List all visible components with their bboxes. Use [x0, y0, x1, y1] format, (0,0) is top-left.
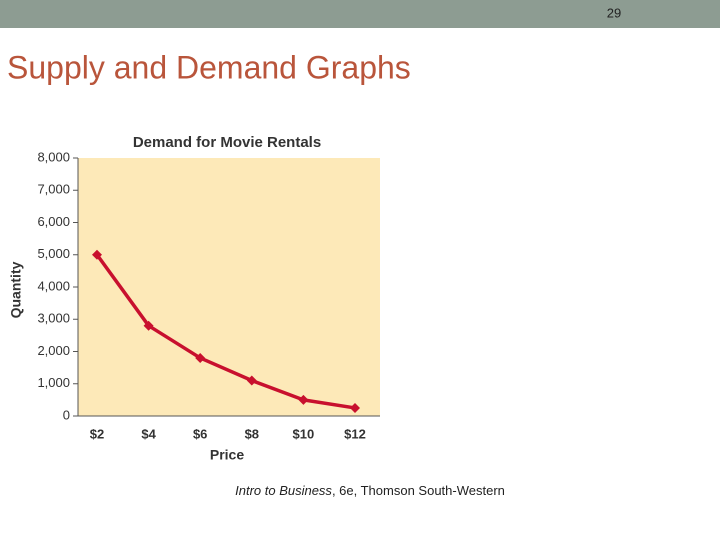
plot-area	[78, 158, 380, 416]
data-line	[95, 253, 356, 410]
top-bar	[0, 0, 720, 28]
data-point	[298, 394, 309, 405]
chart-title: Demand for Movie Rentals	[133, 134, 321, 151]
data-point	[195, 352, 206, 363]
y-tick-label: 3,000	[37, 311, 70, 326]
data-point	[143, 320, 154, 331]
y-tick-label: 2,000	[37, 343, 70, 358]
caption-rest: , 6e, Thomson South-Western	[332, 483, 505, 498]
y-tick-label: 4,000	[37, 278, 70, 293]
y-tick-label: 1,000	[37, 375, 70, 390]
x-tick-label: $8	[245, 426, 259, 441]
slide-title: Supply and Demand Graphs	[7, 49, 411, 85]
y-tick-label: 6,000	[37, 214, 70, 229]
y-tick-label: 8,000	[37, 149, 70, 164]
x-tick-label: $10	[293, 426, 315, 441]
data-point	[246, 375, 257, 386]
x-tick-label: $2	[90, 426, 104, 441]
data-point	[92, 249, 102, 260]
x-tick-label: $4	[141, 426, 156, 441]
x-axis-label: Price	[210, 447, 244, 463]
caption: Intro to Business, 6e, Thomson South-Wes…	[235, 483, 505, 498]
y-tick-label: 7,000	[37, 182, 70, 197]
caption-title: Intro to Business	[235, 483, 332, 498]
x-tick-label: $6	[193, 426, 207, 441]
data-point	[350, 402, 360, 413]
slide-number: 29	[607, 5, 621, 20]
x-tick-label: $12	[344, 426, 366, 441]
y-tick-label: 5,000	[37, 246, 70, 261]
y-tick-label: 0	[63, 407, 70, 422]
y-axis-label: Quantity	[8, 261, 24, 318]
